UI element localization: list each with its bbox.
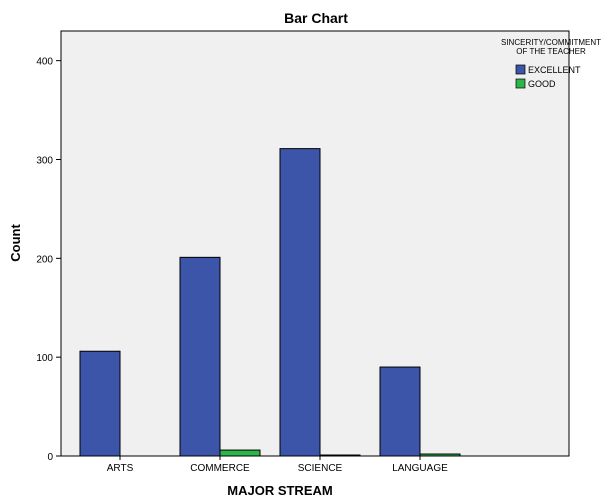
bar-excellent-language (379, 366, 421, 457)
bar-good-commerce (219, 449, 261, 457)
y-tick-label: 100 (36, 353, 53, 364)
x-tick-label: ARTS (107, 463, 134, 474)
y-tick-label: 300 (36, 155, 53, 166)
bars (79, 148, 461, 457)
legend: SINCERITY/COMMITMENT OF THE TEACHER EXCE… (501, 38, 601, 89)
y-axis: 0 100 200 300 400 (36, 57, 61, 463)
x-tick-label: SCIENCE (298, 463, 343, 474)
legend-label-excellent: EXCELLENT (528, 65, 581, 75)
x-tick-label: LANGUAGE (392, 463, 448, 474)
legend-title-line-1: SINCERITY/COMMITMENT (501, 38, 601, 47)
y-axis-title: Count (8, 224, 23, 262)
bar-excellent-science (279, 148, 321, 457)
x-axis-title: MAJOR STREAM (227, 483, 332, 498)
legend-swatch-good (515, 78, 526, 89)
y-tick-label: 400 (36, 57, 53, 68)
x-tick-label: COMMERCE (190, 463, 250, 474)
legend-swatch-excellent (515, 64, 526, 75)
y-tick-label: 200 (36, 254, 53, 265)
chart-title: Bar Chart (284, 10, 348, 26)
legend-title-line-2: OF THE TEACHER (516, 47, 586, 56)
bar-excellent-arts (79, 350, 121, 457)
legend-label-good: GOOD (528, 79, 556, 89)
x-axis: ARTS COMMERCE SCIENCE LANGUAGE (107, 456, 448, 474)
bar-good-science (319, 454, 361, 457)
y-tick-label: 0 (47, 452, 53, 463)
bar-excellent-commerce (179, 256, 221, 457)
bar-good-language (419, 453, 461, 457)
